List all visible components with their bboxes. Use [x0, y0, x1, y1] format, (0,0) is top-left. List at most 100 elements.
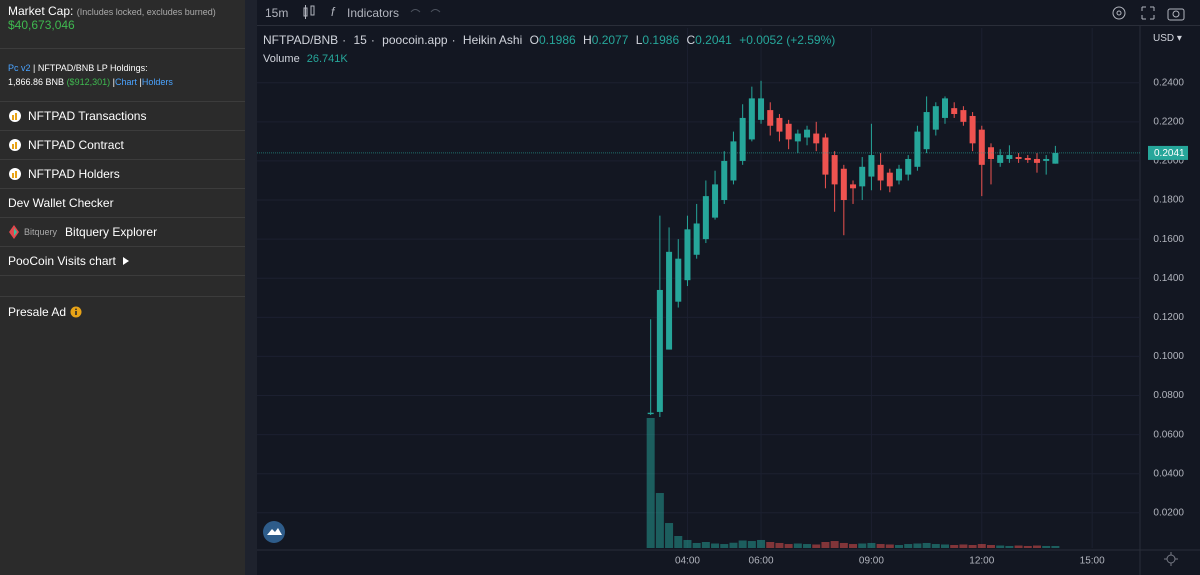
toolbar-icons[interactable] — [1109, 3, 1197, 23]
link-row[interactable]: NFTPAD Transactions — [0, 102, 245, 131]
candle-body — [840, 168, 847, 201]
l-value: 0.1986 — [642, 33, 680, 47]
candle-body — [978, 129, 985, 165]
price-label: 0.2041 — [1154, 148, 1185, 159]
volume-bar — [839, 542, 848, 548]
volume-bar — [738, 540, 747, 548]
volume-bar — [665, 523, 674, 548]
price-label-box — [1148, 145, 1188, 160]
candle-body — [960, 110, 967, 122]
candle-body — [868, 155, 875, 177]
volume-label: Volume — [263, 53, 300, 65]
market-cap-value: $40,673,046 — [8, 18, 75, 32]
y-tick-label: 0.1400 — [1153, 273, 1184, 284]
candle-body — [693, 223, 700, 255]
x-tick-label: 04:00 — [675, 556, 700, 567]
y-tick-label: 0.2200 — [1153, 116, 1184, 127]
currency: USD — [1153, 33, 1175, 44]
pc-link[interactable]: Pc v2 — [8, 63, 31, 73]
candle-body — [712, 184, 719, 218]
link[interactable]: Dev Wallet Checker — [8, 196, 114, 210]
market-cap-label: Market Cap: — [8, 4, 74, 18]
l-label: L — [635, 33, 643, 47]
candle-body — [767, 110, 774, 126]
candle-body — [675, 258, 682, 302]
x-tick-label: 12:00 — [969, 556, 994, 567]
volume-bar — [1014, 545, 1023, 548]
volume-bar — [931, 544, 940, 548]
volume-bar — [1051, 545, 1060, 548]
indicators-button[interactable]: Indicators — [347, 6, 400, 20]
link[interactable]: NFTPAD Holders — [28, 167, 120, 181]
candle-body — [702, 196, 709, 240]
c-value: 0.2041 — [695, 33, 732, 47]
volume-bar — [646, 418, 655, 548]
symbol: NFTPAD/BNB — [263, 33, 339, 47]
holdings-bnb: 1,866.86 BNB — [8, 77, 65, 87]
candle-body — [923, 112, 930, 150]
y-tick-label: 0.0800 — [1153, 390, 1184, 401]
volume-bar — [812, 544, 821, 548]
volume-bar — [895, 544, 904, 548]
icon — [9, 168, 21, 180]
link-row[interactable]: Bitquery Bitquery Explorer — [0, 218, 245, 247]
candle-body — [804, 129, 811, 138]
market-cap-note: (Includes locked, excludes burned) — [76, 7, 216, 17]
link[interactable]: NFTPAD Contract — [28, 138, 124, 152]
holders-link[interactable]: Holders — [141, 77, 173, 87]
candle-body — [748, 98, 755, 140]
candle-body — [997, 155, 1004, 163]
link-row[interactable]: NFTPAD Holders — [0, 160, 245, 189]
volume-bar — [711, 543, 720, 548]
candle-body — [1033, 158, 1040, 163]
candle-body — [831, 155, 838, 185]
candle-body — [656, 289, 663, 412]
candle-body — [1024, 158, 1031, 160]
c-label: C — [686, 33, 696, 47]
link[interactable]: Bitquery Explorer — [65, 225, 158, 239]
info-icon — [70, 306, 82, 318]
link[interactable]: PooCoin Visits chart — [8, 254, 116, 268]
candle-body — [822, 137, 829, 175]
volume-bar — [1032, 545, 1041, 548]
volume-bar — [692, 542, 701, 548]
settings-icon[interactable] — [1163, 551, 1179, 567]
volume-bar — [977, 544, 986, 548]
change: +0.0052 (+2.59%) — [739, 33, 836, 47]
holdings: Pc v2 | NFTPAD/BNB LP Holdings: 1,866.86… — [0, 49, 245, 102]
candle-body — [758, 98, 765, 120]
candle-body — [813, 133, 820, 144]
presale: Presale Ad — [0, 297, 245, 327]
candle-body — [1015, 157, 1022, 159]
candle-body — [896, 168, 903, 181]
link[interactable]: NFTPAD Transactions — [28, 109, 147, 123]
link-row[interactable]: NFTPAD Contract — [0, 131, 245, 160]
source: poocoin.app — [382, 33, 448, 47]
chart-link[interactable]: Chart — [114, 77, 137, 87]
interval: 15 — [353, 33, 367, 47]
candle-body — [739, 117, 746, 161]
volume-bar — [996, 545, 1005, 548]
link-row[interactable]: Dev Wallet Checker — [0, 189, 245, 218]
o-value: 0.1986 — [538, 33, 576, 47]
candle-body — [969, 115, 976, 144]
icon — [9, 139, 21, 151]
candle-body — [886, 172, 893, 187]
h-label: H — [583, 33, 592, 47]
link-row[interactable]: PooCoin Visits chart — [0, 247, 245, 276]
volume-bar — [1023, 545, 1032, 548]
volume-bar — [867, 542, 876, 548]
volume-bar — [775, 542, 784, 548]
toolbar: 15m f Indicators — [257, 0, 1200, 26]
h-value: 0.2077 — [591, 33, 629, 47]
y-tick-label: 0.1800 — [1153, 195, 1184, 206]
undo-redo[interactable] — [405, 4, 445, 20]
volume-bar — [757, 539, 766, 548]
candle-body — [785, 123, 792, 140]
volume-bar — [986, 544, 995, 548]
candle-body — [951, 108, 958, 115]
interval-button[interactable]: 15m — [265, 6, 289, 20]
presale-ad[interactable]: Presale Ad — [8, 305, 67, 319]
chart-type-icon[interactable] — [299, 3, 319, 21]
currency-select[interactable]: USD ▾ — [1153, 33, 1182, 44]
